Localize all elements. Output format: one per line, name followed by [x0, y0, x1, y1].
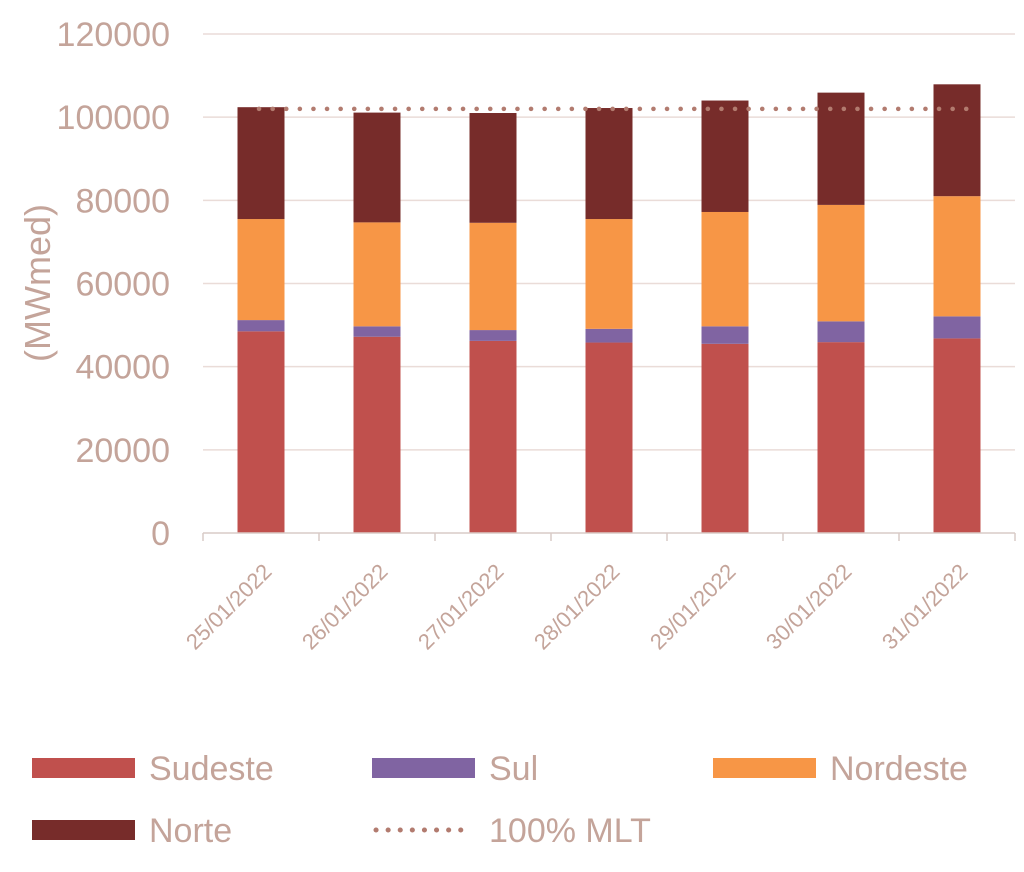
y-tick-label: 20000: [75, 432, 170, 470]
x-tick-label: 30/01/2022: [761, 559, 857, 655]
bar-norte-7: [933, 84, 981, 197]
y-axis-label: (MWmed): [17, 204, 58, 362]
bar-nordeste-2: [353, 222, 401, 327]
x-tick-label: 25/01/2022: [181, 559, 277, 655]
bar-nordeste-4: [585, 219, 633, 329]
bar-norte-2: [353, 112, 401, 223]
bar-norte-3: [469, 113, 517, 223]
bar-sul-3: [469, 330, 517, 341]
y-tick-label: 80000: [75, 182, 170, 220]
x-tick-label: 28/01/2022: [529, 559, 625, 655]
y-tick-labels: 0 20000 40000 60000 80000 100000 120000: [57, 16, 170, 553]
legend: Sudeste Sul Nordeste Norte 100% MLT: [32, 750, 968, 850]
bar-sudeste-3: [469, 340, 517, 533]
bar-nordeste-7: [933, 196, 981, 317]
bar-sudeste-5: [701, 343, 749, 533]
bar-nordeste-3: [469, 222, 517, 331]
bar-norte-6: [817, 92, 865, 205]
y-tick-label: 40000: [75, 349, 170, 387]
bar-sul-7: [933, 316, 981, 339]
bar-sudeste-4: [585, 342, 633, 533]
y-tick-label: 0: [151, 515, 170, 553]
legend-swatch-nordeste: [713, 758, 816, 778]
bar-sudeste-6: [817, 342, 865, 533]
x-tick-label: 31/01/2022: [877, 559, 973, 655]
legend-label: Sudeste: [149, 750, 274, 788]
bar-nordeste-5: [701, 211, 749, 327]
bar-sul-6: [817, 321, 865, 343]
legend-label: 100% MLT: [489, 812, 651, 850]
x-tick-label: 26/01/2022: [297, 559, 393, 655]
x-tick-label: 27/01/2022: [413, 559, 509, 655]
legend-swatch-sul: [372, 758, 475, 778]
bar-norte-5: [701, 100, 749, 212]
bar-sul-4: [585, 328, 633, 343]
axes: [202, 532, 1016, 541]
bar-norte-4: [585, 108, 633, 220]
bar-sul-5: [701, 326, 749, 344]
y-tick-label: 120000: [57, 16, 170, 54]
bars: [237, 84, 981, 533]
legend-swatch-sudeste: [32, 758, 135, 778]
bar-norte-1: [237, 107, 285, 220]
legend-swatch-norte: [32, 820, 135, 840]
y-tick-label: 60000: [75, 266, 170, 304]
legend-label: Nordeste: [830, 750, 968, 788]
bar-sul-2: [353, 326, 401, 337]
x-tick-labels: 25/01/2022 26/01/2022 27/01/2022 28/01/2022…: [181, 559, 973, 655]
bar-sudeste-1: [237, 331, 285, 533]
legend-label: Sul: [489, 750, 538, 788]
bar-sudeste-7: [933, 338, 981, 533]
bar-sudeste-2: [353, 336, 401, 533]
bar-nordeste-1: [237, 219, 285, 321]
bar-sul-1: [237, 320, 285, 332]
legend-label: Norte: [149, 812, 232, 850]
x-tick-label: 29/01/2022: [645, 559, 741, 655]
y-tick-label: 100000: [57, 99, 170, 137]
bar-nordeste-6: [817, 204, 865, 322]
